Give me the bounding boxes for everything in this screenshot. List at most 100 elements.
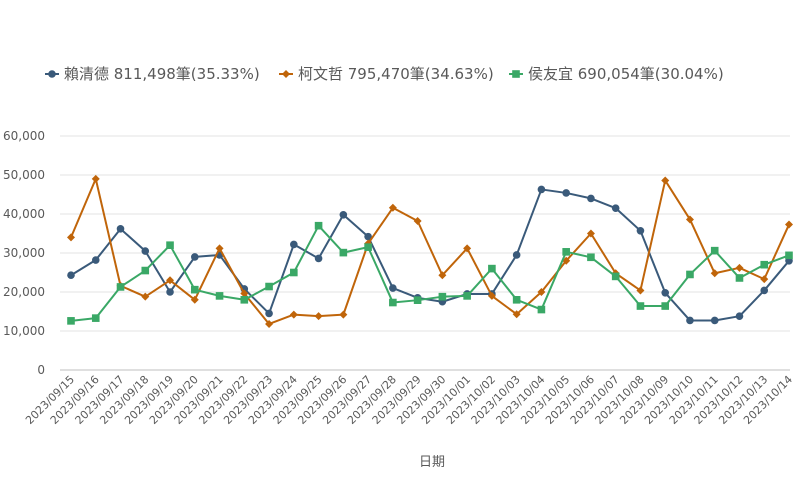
data-point [215, 244, 224, 253]
series-line [70, 188, 790, 322]
data-point [661, 176, 670, 185]
data-point [290, 268, 298, 277]
data-point [686, 316, 694, 325]
series-1 [67, 185, 793, 325]
data-point [282, 70, 290, 78]
grid [60, 135, 790, 371]
data-point [760, 260, 769, 269]
data-point [562, 248, 570, 256]
data-point [586, 229, 595, 238]
y-axis: 0 10,000 20,000 30,000 40,000 50,000 60,000 [3, 129, 45, 377]
data-point [710, 316, 719, 325]
data-point [512, 251, 521, 259]
data-point [512, 310, 521, 319]
data-point [364, 243, 372, 251]
legend-item-3[interactable]: 侯友宜 690,054筆(30.04%) [509, 65, 724, 83]
data-point [141, 292, 150, 301]
data-point [116, 225, 125, 233]
data-point [116, 283, 125, 291]
data-point [339, 210, 348, 219]
data-point [562, 189, 570, 197]
data-point [735, 312, 744, 320]
data-point [413, 217, 422, 226]
data-point [636, 286, 645, 295]
data-point [685, 215, 694, 224]
data-point [488, 264, 496, 273]
x-axis: 2023/09/152023/09/162023/09/172023/09/18… [23, 373, 795, 427]
data-point [67, 317, 75, 325]
data-point [265, 282, 273, 291]
y-tick-label: 0 [37, 363, 45, 377]
data-point [587, 194, 595, 203]
data-point [661, 288, 670, 297]
data-point [611, 204, 620, 212]
data-point [735, 263, 744, 272]
data-point [512, 296, 521, 304]
data-point [512, 70, 520, 78]
data-point [463, 292, 471, 300]
data-point [166, 288, 174, 296]
data-point [67, 233, 75, 242]
data-point [339, 310, 348, 319]
data-point [339, 248, 348, 257]
legend-label: 侯友宜 690,054筆(30.04%) [528, 65, 724, 83]
data-point [166, 276, 175, 285]
data-point [91, 256, 100, 264]
data-point [413, 296, 422, 304]
x-axis-title: 日期 [419, 455, 445, 470]
data-point [735, 274, 744, 282]
legend-item-2[interactable]: 柯文哲 795,470筆(34.63%) [279, 65, 494, 83]
data-point [389, 298, 397, 307]
data-point [760, 286, 769, 295]
data-point [190, 253, 199, 261]
data-point [463, 244, 472, 253]
data-point [67, 271, 75, 280]
data-point [215, 292, 224, 300]
data-point [388, 203, 397, 212]
data-point [265, 319, 274, 328]
data-point [289, 310, 298, 319]
data-point [760, 275, 769, 284]
data-point [438, 292, 447, 301]
series-line [70, 224, 790, 322]
series-3 [67, 221, 793, 325]
data-point [710, 246, 719, 255]
data-point [290, 240, 298, 249]
data-point [314, 312, 323, 321]
data-point [91, 314, 100, 322]
data-point [265, 309, 273, 318]
y-tick-label: 50,000 [3, 168, 45, 182]
data-point [611, 272, 620, 281]
series-2 [67, 174, 793, 328]
data-point [785, 220, 793, 229]
legend-label: 賴清德 811,498筆(35.33%) [64, 65, 260, 83]
legend: 賴清德 811,498筆(35.33%) 柯文哲 795,470筆(34.63%)… [45, 65, 724, 83]
series-line [70, 177, 790, 325]
data-point [389, 284, 397, 292]
data-point [785, 251, 793, 260]
data-point [141, 266, 150, 275]
data-point [364, 232, 372, 241]
data-point [710, 269, 719, 278]
data-point [314, 254, 323, 263]
legend-label: 柯文哲 795,470筆(34.63%) [298, 65, 494, 83]
y-tick-label: 10,000 [3, 324, 45, 338]
y-tick-label: 20,000 [3, 285, 45, 299]
legend-item-1[interactable]: 賴清德 811,498筆(35.33%) [45, 65, 260, 83]
data-point [166, 241, 174, 249]
data-point [636, 226, 645, 235]
data-point [314, 221, 323, 230]
data-point [190, 295, 199, 304]
data-point [661, 302, 670, 310]
data-point [587, 253, 595, 262]
y-tick-label: 40,000 [3, 207, 45, 221]
data-point [686, 270, 694, 279]
y-tick-label: 60,000 [3, 129, 45, 143]
y-tick-label: 30,000 [3, 246, 45, 260]
data-point [537, 288, 546, 296]
data-point [48, 70, 56, 78]
data-point [240, 296, 249, 304]
data-point [91, 174, 100, 183]
data-point [190, 285, 199, 294]
